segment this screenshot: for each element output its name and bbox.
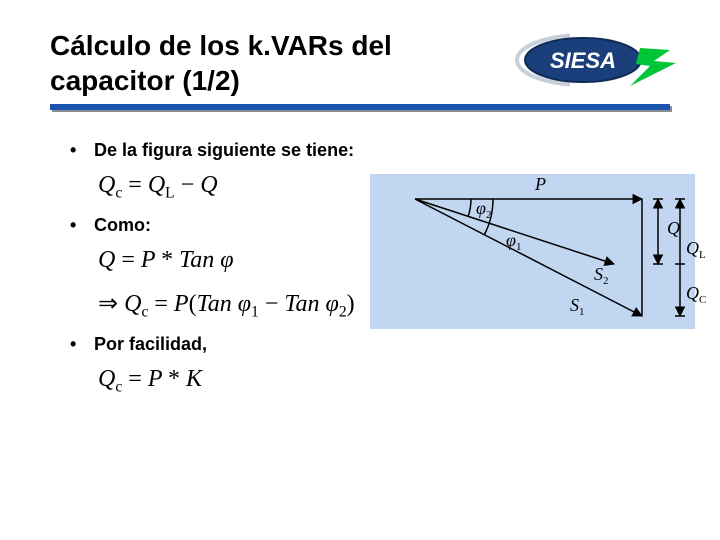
label-S2: S2 (594, 264, 609, 287)
page-title: Cálculo de los k.VARs del capacitor (1/2… (50, 28, 430, 98)
bullet-1: De la figura siguiente se tiene: (70, 140, 670, 161)
svg-text:SIESA: SIESA (550, 48, 616, 73)
title-divider (50, 104, 670, 112)
label-QL: QL (686, 238, 706, 261)
equation-4: Qc = P * K (98, 361, 670, 399)
label-Q: Q (667, 218, 680, 238)
header-row: Cálculo de los k.VARs del capacitor (1/2… (0, 0, 720, 98)
logo: SIESA (510, 28, 680, 97)
label-S1: S1 (570, 295, 585, 318)
label-QC: QC (686, 283, 706, 306)
label-P: P (534, 174, 546, 194)
bullet-3: Por facilidad, (70, 334, 670, 355)
label-phi2: φ2 (476, 198, 491, 221)
power-triangle-figure: P φ2 φ1 S2 S1 Q QL QC (370, 174, 695, 329)
